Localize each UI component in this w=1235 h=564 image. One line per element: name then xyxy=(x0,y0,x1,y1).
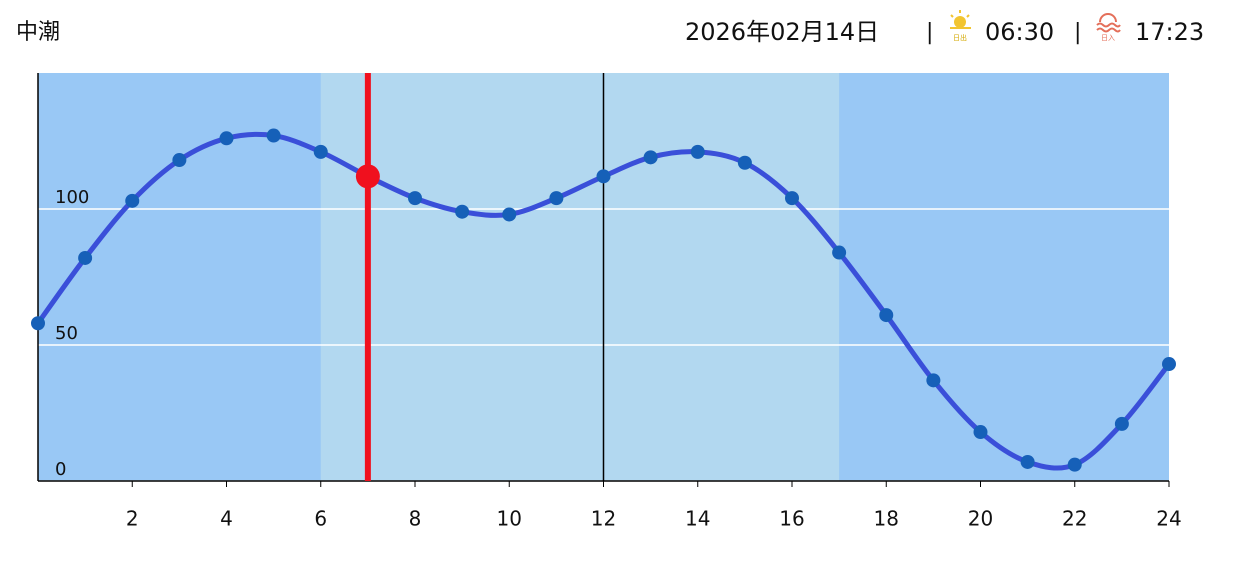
x-tick-label: 16 xyxy=(779,507,804,531)
y-tick-label: 50 xyxy=(55,323,78,344)
tide-point xyxy=(502,207,517,222)
x-tick-label: 6 xyxy=(314,507,327,531)
x-tick-label: 20 xyxy=(968,507,993,531)
tide-point xyxy=(926,373,941,388)
tide-point xyxy=(1067,457,1082,472)
sunrise-icon xyxy=(950,10,971,29)
tide-point xyxy=(879,308,894,323)
tide-point xyxy=(31,316,45,331)
tide-point xyxy=(690,144,705,159)
tide-point xyxy=(219,131,234,146)
tide-point xyxy=(785,191,799,206)
x-tick-label: 8 xyxy=(409,507,422,531)
day-band xyxy=(320,73,840,481)
now-point xyxy=(355,164,380,189)
sunrise-time: 06:30 xyxy=(985,18,1054,46)
tide-point xyxy=(643,150,658,165)
tide-point xyxy=(1162,357,1176,372)
x-tick-label: 24 xyxy=(1156,507,1181,531)
tide-point xyxy=(549,191,564,206)
x-tick-label: 10 xyxy=(497,507,522,531)
x-tick-label: 22 xyxy=(1062,507,1087,531)
tide-point xyxy=(313,144,328,159)
sunset-icon xyxy=(1096,13,1121,33)
sunset-time: 17:23 xyxy=(1135,18,1204,46)
y-tick-label: 100 xyxy=(55,187,89,208)
tide-point xyxy=(1020,454,1035,469)
separator: | xyxy=(1074,20,1081,45)
tide-point xyxy=(737,155,752,170)
y-tick-label: 0 xyxy=(55,459,66,480)
tide-point xyxy=(266,128,281,143)
tide-point xyxy=(973,425,988,440)
date: 2026年02月14日 xyxy=(685,18,879,46)
sunset-label: 日入 xyxy=(1101,34,1115,42)
tide-point xyxy=(832,245,847,260)
x-tick-label: 12 xyxy=(591,507,616,531)
tide-point xyxy=(596,169,611,184)
tide-point xyxy=(1114,416,1129,431)
x-tick-label: 4 xyxy=(220,507,233,531)
tide-point xyxy=(172,153,187,168)
separator: | xyxy=(926,20,933,45)
tide-point xyxy=(408,191,422,206)
tide-point xyxy=(125,193,140,208)
sunrise-label: 日出 xyxy=(953,33,967,42)
x-tick-label: 14 xyxy=(685,507,710,531)
tide-point xyxy=(455,204,470,219)
chart-title: 中潮 xyxy=(16,20,60,45)
x-tick-label: 18 xyxy=(874,507,899,531)
x-tick-label: 2 xyxy=(126,507,139,531)
tide-point xyxy=(78,250,93,265)
